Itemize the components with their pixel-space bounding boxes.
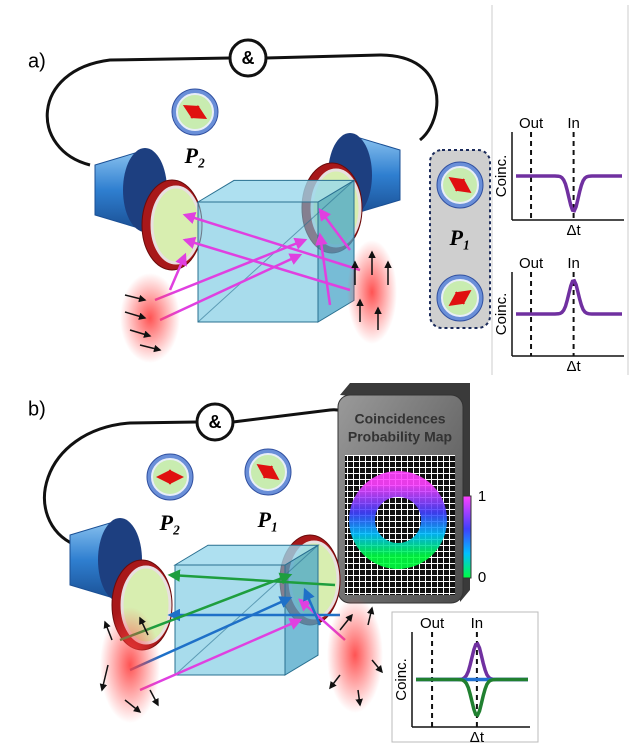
x-axis-label: Δt	[567, 358, 582, 375]
figure: a) b) & & P₂ P₁ Out In Coinc. Δt Out In Coinc. Δt Co…	[0, 0, 634, 744]
source-glow	[100, 607, 160, 723]
wire	[44, 410, 345, 545]
y-axis-label: Coinc.	[493, 155, 510, 198]
polarizer-label: P₁	[448, 225, 470, 250]
coincidence-symbol: &	[242, 48, 255, 68]
polarizer-label: P₂	[183, 143, 205, 168]
map-title: Coincidences	[354, 411, 445, 427]
colorbar-max: 1	[478, 488, 486, 505]
source-glow	[120, 273, 180, 363]
map-title: Probability Map	[348, 429, 452, 445]
colorbar-min: 0	[478, 569, 486, 586]
out-label: Out	[519, 115, 544, 132]
polarizer-label: P₁	[256, 507, 278, 532]
in-label: In	[567, 115, 580, 132]
in-label: In	[471, 615, 484, 632]
x-axis-label: Δt	[567, 222, 582, 239]
y-axis-label: Coinc.	[493, 293, 510, 336]
in-label: In	[567, 255, 580, 272]
x-axis-label: Δt	[470, 729, 485, 744]
out-label: Out	[519, 255, 544, 272]
panel-label: b)	[28, 398, 46, 420]
out-label: Out	[420, 615, 445, 632]
y-axis-label: Coinc.	[393, 658, 410, 701]
polarizer-label: P₂	[158, 510, 180, 535]
source-glow	[327, 597, 383, 713]
panel-label: a)	[28, 50, 46, 72]
lens	[152, 187, 200, 263]
colorbar	[463, 496, 471, 578]
coincidence-symbol: &	[209, 412, 222, 432]
